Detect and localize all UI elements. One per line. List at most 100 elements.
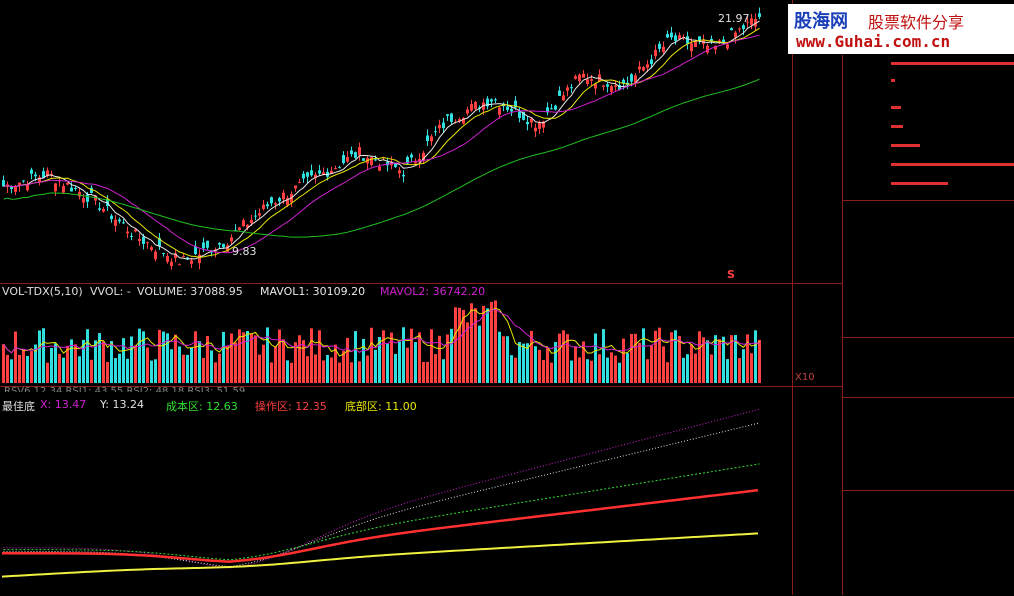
- volume-bar: [246, 330, 249, 383]
- candle-body: [450, 113, 453, 122]
- candle-body: [274, 203, 277, 205]
- order-book-row[interactable]: [845, 72, 1014, 90]
- candle-body: [522, 111, 525, 120]
- volume-bar: [358, 361, 361, 383]
- volume-bar: [166, 333, 169, 383]
- candle-body: [386, 161, 389, 166]
- tick-row[interactable]: [845, 491, 1014, 509]
- order-book-row[interactable]: [845, 55, 1014, 73]
- volume-chart[interactable]: [0, 283, 792, 386]
- volume-bar: [538, 349, 541, 383]
- candle-body: [410, 154, 413, 158]
- volume-bar: [258, 354, 261, 383]
- candlestick-chart[interactable]: [0, 0, 792, 283]
- candle-body: [150, 247, 153, 250]
- tick-row[interactable]: [845, 526, 1014, 544]
- order-book-row[interactable]: [845, 118, 1014, 136]
- volume-bar: [694, 353, 697, 383]
- candle-body: [746, 21, 749, 23]
- volume-bar: [726, 359, 729, 383]
- candle-body: [166, 256, 169, 262]
- volume-bar: [230, 333, 233, 383]
- candle-body: [514, 100, 517, 108]
- candle-body: [250, 219, 253, 224]
- volume-bar: [26, 355, 29, 383]
- tick-row[interactable]: [845, 560, 1014, 578]
- candle-body: [298, 182, 301, 184]
- mavol1-value: MAVOL1: 30109.20: [260, 285, 366, 298]
- volume-bar: [178, 346, 181, 383]
- candle-body: [74, 188, 77, 190]
- candle-body: [98, 208, 101, 210]
- volume-bar: [322, 360, 325, 383]
- candle-body: [330, 170, 333, 174]
- volume-bar: [598, 354, 601, 383]
- volume-bar: [198, 341, 201, 383]
- volume-bar: [630, 334, 633, 383]
- candle-body: [258, 213, 261, 216]
- candle-body: [314, 174, 317, 178]
- volume-bar: [82, 339, 85, 383]
- candle-body: [294, 185, 297, 189]
- panel-divider: [842, 397, 1014, 398]
- volume-bar: [46, 362, 49, 383]
- candle-body: [694, 41, 697, 47]
- candle-body: [158, 238, 161, 247]
- volume-bar: [62, 357, 65, 383]
- tick-row[interactable]: [845, 578, 1014, 596]
- order-book-row[interactable]: [845, 156, 1014, 174]
- candle-body: [726, 44, 729, 49]
- volume-bar: [362, 338, 365, 383]
- volume-bar: [334, 344, 337, 383]
- candle-body: [430, 136, 433, 142]
- volume-bar: [742, 349, 745, 383]
- candle-body: [642, 67, 645, 71]
- candle-body: [734, 32, 737, 38]
- chart-area[interactable]: 21.97 9.83 S VOL-TDX(5,10) VVOL: - VOLUM…: [0, 0, 815, 595]
- volume-bar: [134, 345, 137, 383]
- tick-row[interactable]: [845, 508, 1014, 526]
- candle-body: [62, 185, 65, 193]
- indicator-chart[interactable]: [0, 392, 792, 595]
- candle-body: [26, 184, 29, 191]
- candle-body: [506, 106, 509, 110]
- candle-body: [594, 83, 597, 89]
- order-book-row[interactable]: [845, 137, 1014, 155]
- order-book-row[interactable]: [845, 175, 1014, 193]
- volume-bar: [14, 331, 17, 383]
- candle-body: [402, 174, 405, 177]
- tick-row[interactable]: [845, 543, 1014, 561]
- candle-body: [230, 237, 233, 242]
- candle-body: [114, 219, 117, 226]
- volume-bar: [250, 333, 253, 383]
- vol-indicator-name[interactable]: VOL-TDX(5,10): [2, 285, 83, 298]
- order-volume-bar: [891, 125, 903, 128]
- mavol2-value: MAVOL2: 36742.20: [380, 285, 486, 298]
- volume-bar: [426, 361, 429, 383]
- indicator-x-line: [3, 408, 760, 569]
- candle-body: [174, 253, 177, 259]
- candle-body: [474, 101, 477, 110]
- volume-bar: [86, 329, 89, 383]
- candle-body: [362, 158, 365, 161]
- volume-bar: [750, 353, 753, 383]
- volume-bar: [150, 360, 153, 383]
- volume-bar: [42, 328, 45, 383]
- indicator-x-value: X: 13.47: [40, 398, 87, 411]
- candle-body: [638, 66, 641, 70]
- volume-bar: [574, 346, 577, 383]
- candle-body: [518, 111, 521, 118]
- ma60-line: [3, 78, 760, 238]
- candle-body: [550, 108, 553, 110]
- volume-bar: [682, 357, 685, 383]
- order-volume-bar: [891, 163, 1014, 166]
- candle-body: [510, 108, 513, 112]
- volume-bar: [214, 362, 217, 383]
- candle-body: [414, 160, 417, 164]
- candle-body: [466, 109, 469, 114]
- candle-body: [538, 122, 541, 129]
- indicator-name[interactable]: 最佳底: [2, 400, 35, 413]
- candle-body: [310, 170, 313, 176]
- order-book-row[interactable]: [845, 99, 1014, 117]
- ma20-line: [3, 34, 760, 254]
